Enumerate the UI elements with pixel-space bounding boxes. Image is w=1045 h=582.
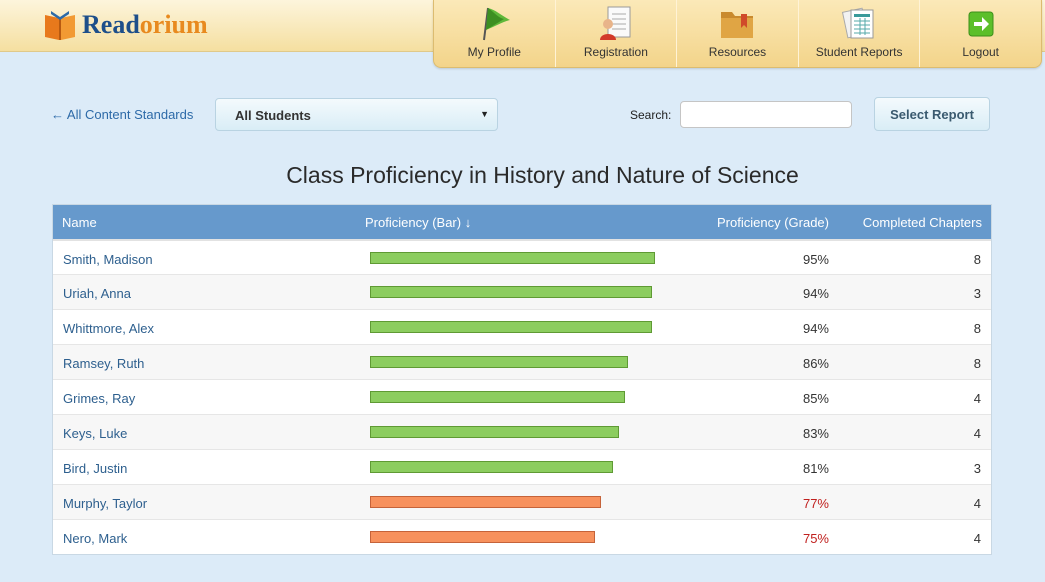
nav-label: Registration bbox=[583, 45, 648, 59]
proficiency-bar-track bbox=[370, 286, 670, 298]
completed-chapters: 4 bbox=[973, 496, 981, 511]
all-content-standards-link[interactable]: ← All Content Standards bbox=[51, 107, 194, 122]
proficiency-bar-track bbox=[370, 426, 670, 438]
completed-chapters: 4 bbox=[973, 391, 981, 406]
column-header-proficiency-grade[interactable]: Proficiency (Grade) bbox=[717, 215, 829, 230]
search-input[interactable] bbox=[680, 101, 852, 128]
table-row: Grimes, Ray 85% 4 bbox=[53, 379, 991, 414]
proficiency-grade: 86% bbox=[802, 356, 829, 371]
main-nav: My Profile Registration Resources bbox=[433, 0, 1042, 68]
report-sheets-icon bbox=[842, 7, 874, 39]
student-name-link[interactable]: Bird, Justin bbox=[63, 461, 128, 476]
nav-registration[interactable]: Registration bbox=[556, 0, 678, 67]
folder-icon bbox=[721, 12, 754, 38]
proficiency-grade: 81% bbox=[802, 461, 829, 476]
student-name-link[interactable]: Uriah, Anna bbox=[63, 286, 131, 301]
student-filter-select[interactable]: All Students ▼ bbox=[215, 98, 498, 131]
nav-label: Student Reports bbox=[815, 45, 903, 59]
table-row: Keys, Luke 83% 4 bbox=[53, 414, 991, 449]
proficiency-grade: 95% bbox=[802, 252, 829, 267]
proficiency-grade: 85% bbox=[802, 391, 829, 406]
select-report-button[interactable]: Select Report bbox=[874, 97, 990, 131]
column-header-proficiency-bar[interactable]: Proficiency (Bar) ↓ bbox=[365, 215, 472, 230]
arrow-right-icon bbox=[968, 11, 994, 37]
proficiency-grade: 75% bbox=[802, 531, 829, 546]
column-header-name[interactable]: Name bbox=[62, 215, 97, 230]
proficiency-grade: 83% bbox=[802, 426, 829, 441]
proficiency-bar-track bbox=[370, 356, 670, 368]
proficiency-bar-track bbox=[370, 531, 670, 543]
table-row: Bird, Justin 81% 3 bbox=[53, 449, 991, 484]
logo-read-text: Read bbox=[82, 10, 140, 39]
proficiency-bar bbox=[370, 461, 613, 473]
proficiency-bar bbox=[370, 426, 619, 438]
proficiency-grade: 94% bbox=[802, 286, 829, 301]
completed-chapters: 3 bbox=[973, 286, 981, 301]
proficiency-table: Name Proficiency (Bar) ↓ Proficiency (Gr… bbox=[52, 204, 992, 555]
page-title: Class Proficiency in History and Nature … bbox=[286, 162, 799, 188]
completed-chapters: 8 bbox=[973, 356, 981, 371]
proficiency-grade: 94% bbox=[802, 321, 829, 336]
column-header-completed-chapters[interactable]: Completed Chapters bbox=[862, 215, 982, 230]
proficiency-bar bbox=[370, 391, 625, 403]
table-row: Smith, Madison 95% 8 bbox=[53, 239, 991, 274]
nav-my-profile[interactable]: My Profile bbox=[434, 0, 556, 67]
student-filter-value: All Students bbox=[235, 108, 311, 123]
student-name-link[interactable]: Keys, Luke bbox=[63, 426, 128, 441]
table-row: Murphy, Taylor 77% 4 bbox=[53, 484, 991, 519]
proficiency-bar-track bbox=[370, 461, 670, 473]
proficiency-bar-track bbox=[370, 496, 670, 508]
logo-wordmark: Readorium bbox=[82, 10, 208, 40]
table-row: Ramsey, Ruth 86% 8 bbox=[53, 344, 991, 379]
proficiency-bar-track bbox=[370, 391, 670, 403]
student-name-link[interactable]: Smith, Madison bbox=[63, 252, 153, 267]
table-body: Smith, Madison 95% 8 Uriah, Anna 94% 3 Whittmo… bbox=[53, 239, 991, 554]
search-label: Search: bbox=[630, 108, 672, 122]
clipboard-user-icon bbox=[599, 6, 631, 40]
table-row: Uriah, Anna 94% 3 bbox=[53, 274, 991, 309]
nav-student-reports[interactable]: Student Reports bbox=[799, 0, 921, 67]
nav-label: Resources bbox=[708, 45, 767, 59]
table-row: Nero, Mark 75% 4 bbox=[53, 519, 991, 554]
proficiency-bar bbox=[370, 356, 628, 368]
completed-chapters: 8 bbox=[973, 321, 981, 336]
completed-chapters: 8 bbox=[973, 252, 981, 267]
proficiency-bar bbox=[370, 531, 595, 543]
student-name-link[interactable]: Ramsey, Ruth bbox=[63, 356, 145, 371]
student-name-link[interactable]: Murphy, Taylor bbox=[63, 496, 148, 511]
proficiency-grade: 77% bbox=[802, 496, 829, 511]
caret-down-icon: ▼ bbox=[480, 109, 489, 119]
student-name-link[interactable]: Grimes, Ray bbox=[63, 391, 136, 406]
table-row: Whittmore, Alex 94% 8 bbox=[53, 309, 991, 344]
nav-resources[interactable]: Resources bbox=[677, 0, 799, 67]
nav-label: Logout bbox=[962, 45, 1000, 59]
student-name-link[interactable]: Nero, Mark bbox=[63, 531, 128, 546]
completed-chapters: 4 bbox=[973, 531, 981, 546]
readorium-logo[interactable]: Readorium bbox=[42, 6, 208, 44]
book-logo-icon bbox=[45, 11, 75, 40]
student-name-link[interactable]: Whittmore, Alex bbox=[63, 321, 155, 336]
proficiency-bar-track bbox=[370, 252, 670, 264]
proficiency-bar bbox=[370, 252, 655, 264]
completed-chapters: 3 bbox=[973, 461, 981, 476]
logo-orium-text: orium bbox=[139, 10, 208, 39]
table-header: Name Proficiency (Bar) ↓ Proficiency (Gr… bbox=[53, 205, 991, 239]
completed-chapters: 4 bbox=[973, 426, 981, 441]
flag-icon bbox=[483, 7, 511, 41]
proficiency-bar-track bbox=[370, 321, 670, 333]
nav-label: My Profile bbox=[467, 45, 521, 59]
nav-logout[interactable]: Logout bbox=[920, 0, 1041, 67]
proficiency-bar bbox=[370, 321, 652, 333]
proficiency-bar bbox=[370, 496, 601, 508]
proficiency-bar bbox=[370, 286, 652, 298]
